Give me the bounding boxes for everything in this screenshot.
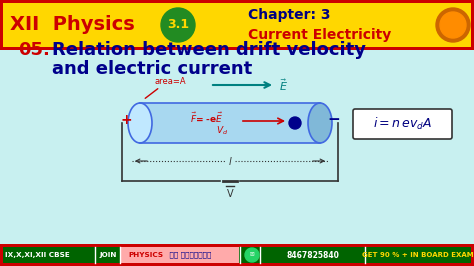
- Text: 3.1: 3.1: [167, 19, 189, 31]
- Circle shape: [440, 12, 466, 38]
- Ellipse shape: [308, 103, 332, 143]
- Text: GET 90 % + IN BOARD EXAM: GET 90 % + IN BOARD EXAM: [362, 252, 474, 258]
- Text: Relation between drift velocity: Relation between drift velocity: [52, 41, 366, 59]
- Text: Current Electricity: Current Electricity: [248, 28, 391, 42]
- Text: and electric current: and electric current: [52, 60, 252, 78]
- Text: 05.: 05.: [18, 41, 50, 59]
- Text: 8467825840: 8467825840: [287, 251, 339, 260]
- Text: JOIN: JOIN: [100, 252, 117, 258]
- Bar: [121, 247, 239, 263]
- Text: $l$: $l$: [228, 155, 232, 167]
- Bar: [0, 0, 474, 50]
- Text: XII  Physics: XII Physics: [10, 15, 135, 35]
- Circle shape: [436, 8, 470, 42]
- Bar: [3, 247, 471, 263]
- Text: −: −: [328, 113, 340, 127]
- Text: Chapter: 3: Chapter: 3: [248, 8, 330, 22]
- Ellipse shape: [128, 103, 152, 143]
- Text: $i = n\,e v_d A$: $i = n\,e v_d A$: [373, 116, 432, 132]
- Bar: [0, 244, 474, 266]
- Text: V: V: [227, 189, 233, 199]
- Text: $\vec{F}$= -e$\vec{E}$: $\vec{F}$= -e$\vec{E}$: [190, 111, 223, 125]
- Text: $V_d$: $V_d$: [216, 125, 228, 137]
- Text: की पाठशाला: की पाठशाला: [167, 252, 211, 258]
- FancyBboxPatch shape: [353, 109, 452, 139]
- Bar: [140, 103, 320, 143]
- Text: PHYSICS: PHYSICS: [128, 252, 163, 258]
- Bar: [3, 3, 471, 47]
- Circle shape: [161, 8, 195, 42]
- Text: +: +: [120, 113, 132, 127]
- Circle shape: [289, 117, 301, 129]
- Text: ✉: ✉: [250, 252, 255, 257]
- Text: $\vec{E}$: $\vec{E}$: [279, 77, 288, 93]
- Text: area=A: area=A: [155, 77, 187, 85]
- Text: IX,X,XI,XII CBSE: IX,X,XI,XII CBSE: [5, 252, 70, 258]
- Circle shape: [245, 248, 259, 262]
